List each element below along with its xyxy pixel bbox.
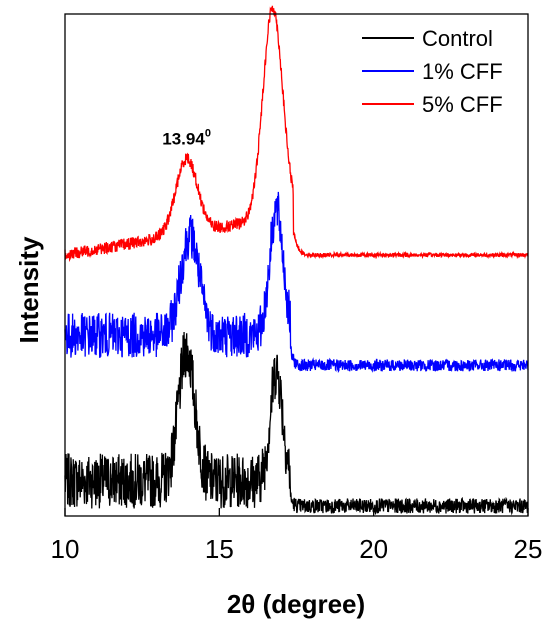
x-tick-label-1: 15 — [205, 534, 234, 564]
peak-annotations: 13.94016.730 — [162, 127, 211, 148]
x-tick-label-2: 20 — [359, 534, 388, 564]
series-curves — [64, 5, 529, 516]
peak-label-0: 13.940 — [162, 127, 211, 148]
plot-area-frame — [64, 13, 529, 517]
legend-label-1: 1% CFF — [422, 59, 503, 84]
x-tick-label-0: 10 — [51, 534, 80, 564]
legend-label-2: 5% CFF — [422, 92, 503, 117]
x-axis-tick-labels: 10 15 20 25 — [51, 534, 543, 564]
legend-label-0: Control — [422, 26, 493, 51]
series-line-1 — [64, 191, 529, 374]
legend: Control 1% CFF 5% CFF — [362, 26, 503, 117]
x-axis-ticks — [64, 508, 529, 516]
series-line-2 — [64, 5, 529, 263]
x-tick-label-3: 25 — [514, 534, 543, 564]
y-axis-label: Intensity — [14, 236, 44, 343]
x-axis-label: 2θ (degree) — [227, 589, 365, 619]
series-line-0 — [64, 331, 529, 516]
